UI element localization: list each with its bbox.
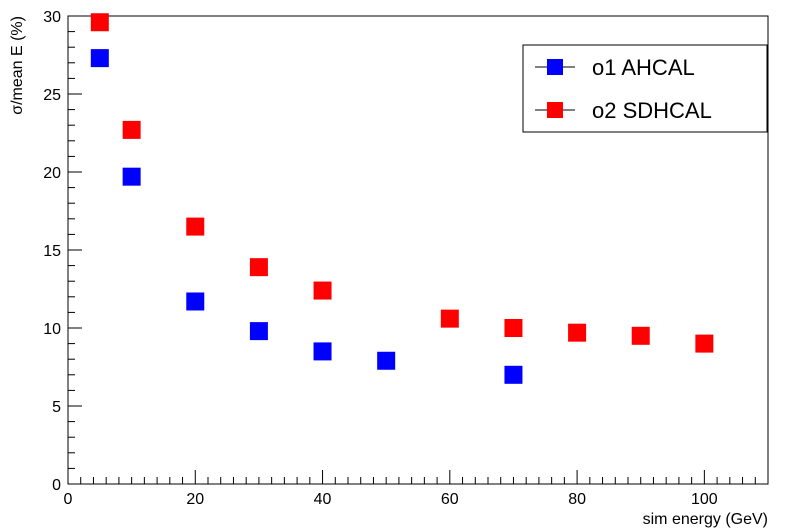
data-point [504, 365, 523, 384]
x-axis: 0 20 40 60 80 100 [64, 470, 769, 508]
y-tick-label: 10 [43, 321, 61, 338]
legend-entry-ahcal: o1 AHCAL [535, 55, 695, 80]
y-tick-label: 15 [43, 243, 61, 260]
data-points [90, 13, 714, 384]
data-point [631, 326, 650, 345]
data-point [90, 49, 109, 68]
data-point [90, 13, 109, 32]
x-axis-title: sim energy (GeV) [643, 511, 768, 528]
legend-label-sdhcal: o2 SDHCAL [592, 98, 712, 123]
y-axis: 0 5 10 15 20 25 30 [43, 9, 82, 494]
data-point [695, 334, 714, 353]
legend-entry-sdhcal: o2 SDHCAL [535, 98, 712, 123]
x-tick-label: 100 [691, 491, 718, 508]
data-point [249, 322, 268, 341]
x-tick-label: 20 [186, 491, 204, 508]
legend-box [522, 44, 768, 133]
x-tick-label: 80 [568, 491, 586, 508]
series-2 [90, 13, 714, 353]
data-point [377, 351, 396, 370]
y-axis-title: σ/mean E (%) [9, 16, 26, 115]
x-tick-label: 0 [64, 491, 73, 508]
data-point [504, 319, 523, 337]
y-tick-label: 20 [43, 165, 61, 182]
data-point [186, 217, 205, 236]
legend-marker-sdhcal [547, 102, 563, 118]
data-point [568, 323, 587, 342]
x-tick-label: 40 [314, 491, 332, 508]
y-tick-label: 0 [52, 477, 61, 494]
data-point [313, 281, 332, 300]
data-point [440, 309, 459, 328]
y-tick-label: 25 [43, 87, 61, 104]
legend-marker-ahcal [547, 59, 563, 75]
data-point [186, 292, 205, 311]
series-1 [90, 49, 523, 384]
x-tick-label: 60 [441, 491, 459, 508]
data-point [122, 167, 141, 186]
data-point [122, 120, 141, 139]
y-tick-label: 5 [52, 399, 61, 416]
data-point [313, 342, 332, 361]
legend: o1 AHCAL o2 SDHCAL [522, 44, 768, 133]
y-tick-label: 30 [43, 9, 61, 26]
legend-label-ahcal: o1 AHCAL [592, 55, 695, 80]
data-point [249, 258, 268, 277]
